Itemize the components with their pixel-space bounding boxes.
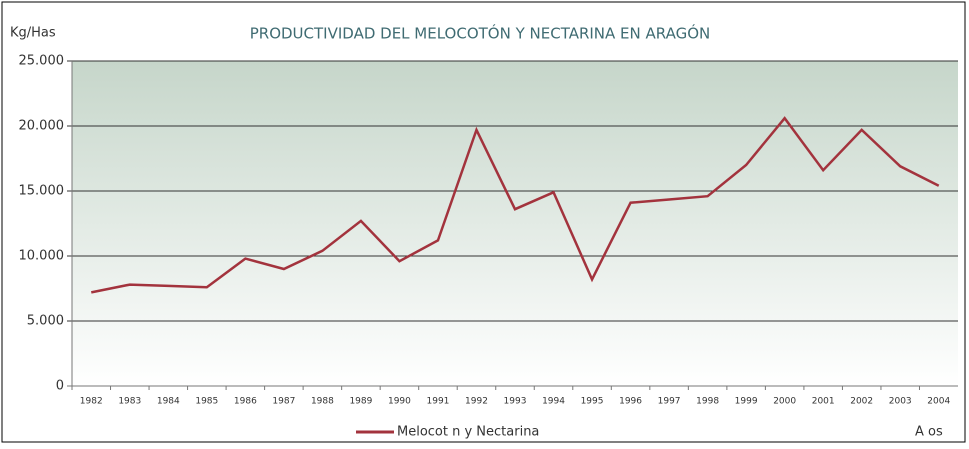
x-tick-label: 2001 [812, 397, 835, 407]
x-tick-label: 1997 [658, 397, 681, 407]
x-tick-label: 2003 [889, 397, 912, 407]
x-tick-label: 2002 [850, 397, 873, 407]
x-tick-label: 1983 [118, 397, 141, 407]
y-tick-label: 15.000 [19, 184, 65, 199]
legend-label: Melocot n y Nectarina [397, 425, 539, 440]
x-tick-label: 2000 [773, 397, 796, 407]
y-tick-label: 20.000 [19, 119, 65, 134]
x-tick-label: 1994 [542, 397, 565, 407]
x-tick-label: 1989 [349, 397, 372, 407]
x-tick-label: 1990 [388, 397, 411, 407]
x-tick-label: 1996 [619, 397, 642, 407]
x-axis-label: A os [915, 425, 943, 440]
x-tick-label: 1988 [311, 397, 334, 407]
x-tick-label: 1985 [195, 397, 218, 407]
x-tick-label: 1987 [272, 397, 295, 407]
y-tick-label: 0 [56, 379, 64, 394]
x-tick-label: 1986 [234, 397, 257, 407]
y-axis-label: Kg/Has [10, 26, 56, 41]
x-tick-label: 1984 [157, 397, 180, 407]
x-tick-label: 1991 [427, 397, 450, 407]
x-tick-label: 1998 [696, 397, 719, 407]
x-tick-label: 2004 [927, 397, 950, 407]
x-tick-label: 1993 [504, 397, 527, 407]
plot-area [72, 61, 958, 386]
x-tick-label: 1995 [581, 397, 604, 407]
chart-title: PRODUCTIVIDAD DEL MELOCOTÓN Y NECTARINA … [250, 24, 711, 43]
y-tick-label: 5.000 [27, 314, 64, 329]
y-tick-label: 10.000 [19, 249, 65, 264]
x-tick-label: 1982 [80, 397, 103, 407]
x-tick-label: 1992 [465, 397, 488, 407]
data-line [91, 116, 940, 294]
y-tick-label: 25.000 [19, 54, 65, 69]
x-tick-label: 1999 [735, 397, 758, 407]
